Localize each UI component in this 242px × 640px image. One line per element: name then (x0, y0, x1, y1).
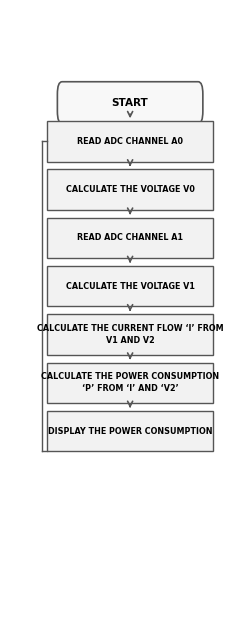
FancyBboxPatch shape (57, 82, 203, 124)
Text: DISPLAY THE POWER CONSUMPTION: DISPLAY THE POWER CONSUMPTION (48, 427, 212, 436)
Text: READ ADC CHANNEL A0: READ ADC CHANNEL A0 (77, 137, 183, 146)
FancyBboxPatch shape (47, 411, 213, 451)
FancyBboxPatch shape (47, 170, 213, 210)
Text: CALCULATE THE POWER CONSUMPTION
‘P’ FROM ‘I’ AND ‘V2’: CALCULATE THE POWER CONSUMPTION ‘P’ FROM… (41, 372, 219, 393)
FancyBboxPatch shape (47, 121, 213, 161)
FancyBboxPatch shape (47, 218, 213, 258)
Text: START: START (112, 98, 149, 108)
Text: CALCULATE THE VOLTAGE V1: CALCULATE THE VOLTAGE V1 (66, 282, 195, 291)
Text: CALCULATE THE VOLTAGE V0: CALCULATE THE VOLTAGE V0 (66, 185, 195, 194)
Text: READ ADC CHANNEL A1: READ ADC CHANNEL A1 (77, 234, 183, 243)
FancyBboxPatch shape (47, 314, 213, 355)
FancyBboxPatch shape (47, 266, 213, 307)
Text: CALCULATE THE CURRENT FLOW ‘I’ FROM
V1 AND V2: CALCULATE THE CURRENT FLOW ‘I’ FROM V1 A… (37, 324, 223, 345)
FancyBboxPatch shape (47, 363, 213, 403)
